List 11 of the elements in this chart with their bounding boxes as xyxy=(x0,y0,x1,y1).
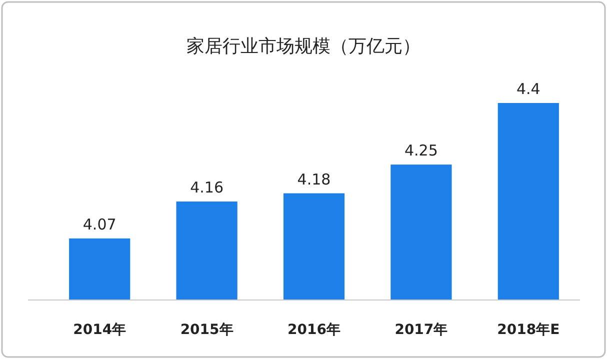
x-tick-label: 2018年E xyxy=(497,322,560,338)
data-label: 4.18 xyxy=(297,170,331,188)
x-tick-label: 2017年 xyxy=(394,322,448,338)
x-tick-label: 2015年 xyxy=(180,322,234,338)
data-label: 4.16 xyxy=(190,178,224,196)
chart-title: 家居行业市场规模（万亿元） xyxy=(186,36,420,57)
x-tick-label: 2014年 xyxy=(73,322,126,338)
x-tick-label: 2016年 xyxy=(288,322,340,338)
data-label: 4.07 xyxy=(82,215,116,234)
data-label: 4.4 xyxy=(516,80,540,98)
data-label: 4.25 xyxy=(404,142,438,160)
